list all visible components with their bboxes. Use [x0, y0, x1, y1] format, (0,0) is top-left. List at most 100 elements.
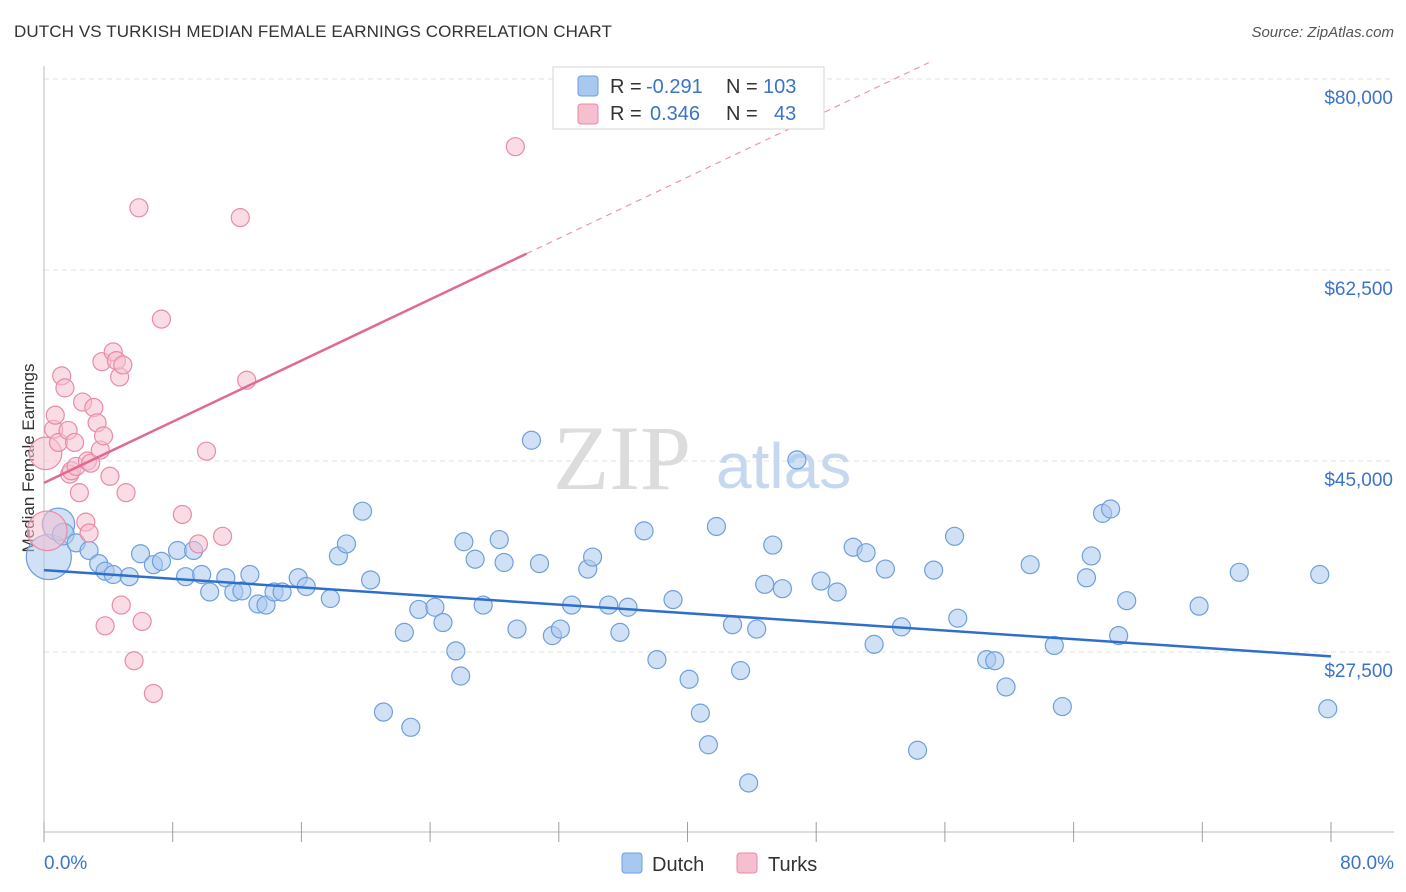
turks-point: [212, 526, 233, 546]
dutch-point: [1020, 555, 1040, 575]
dutch-point: [730, 660, 751, 681]
dutch-point: [425, 597, 445, 617]
dutch-point: [373, 702, 394, 722]
x-axis-ticks: [43, 822, 1332, 842]
turks-point: [64, 432, 85, 453]
dutch-point: [599, 595, 619, 615]
turks-point: [143, 683, 163, 704]
dutch-point: [1052, 696, 1072, 717]
dutch-point: [663, 590, 683, 610]
dutch-point: [944, 526, 965, 546]
dutch-point: [401, 717, 421, 737]
watermark-atlas: atlas: [716, 430, 851, 502]
legend-dutch-n-value: 103: [763, 76, 796, 98]
y-axis-tick-labels: $27,500 $45,000 $62,500 $80,000: [1324, 88, 1393, 682]
turks-point: [172, 504, 192, 525]
dutch-point: [1117, 591, 1137, 611]
dutch-point: [948, 608, 968, 628]
dutch-point: [1189, 596, 1209, 616]
dutch-point: [529, 553, 550, 574]
turks-point: [230, 208, 250, 228]
dutch-point: [550, 619, 571, 639]
dutch-point: [924, 560, 944, 580]
legend-bottom-dutch-label: Dutch: [652, 854, 704, 876]
turks-trend-line: [43, 252, 528, 484]
turks-point: [69, 483, 89, 503]
turks-point: [132, 611, 152, 632]
turks-point: [505, 137, 525, 157]
legend-bottom-dutch-swatch: [621, 852, 643, 874]
dutch-point: [634, 521, 654, 541]
legend-turks-n-label: N =: [726, 103, 758, 125]
legend-turks-n-value: 43: [774, 103, 796, 125]
dutch-point: [1229, 562, 1249, 582]
y-tick-label: $45,000: [1324, 470, 1393, 491]
legend-bottom-turks-swatch: [736, 852, 758, 874]
dutch-point: [192, 564, 212, 585]
dutch-point: [864, 634, 884, 654]
dutch-point: [394, 622, 414, 642]
trend-lines: [43, 62, 1332, 658]
y-tick-label: $27,500: [1324, 661, 1393, 682]
dutch-point: [451, 666, 471, 686]
legend-dutch-r-value: -0.291: [646, 76, 703, 98]
chart-title: DUTCH VS TURKISH MEDIAN FEMALE EARNINGS …: [14, 22, 612, 41]
turks-trend-extension: [526, 62, 930, 255]
legend-turks-r-value: 0.346: [650, 103, 700, 125]
dutch-point: [320, 588, 340, 609]
dutch-point: [336, 534, 357, 554]
dutch-point: [240, 564, 260, 585]
dutch-point: [1310, 564, 1330, 585]
dutch-point: [690, 703, 710, 723]
dutch-point: [175, 567, 196, 587]
turks-point: [93, 426, 114, 446]
dutch-point: [763, 535, 783, 555]
legend-dutch-n-label: N =: [726, 76, 758, 98]
dutch-point: [454, 532, 474, 552]
dutch-point: [352, 501, 373, 521]
dutch-point: [618, 597, 638, 617]
dutch-point: [739, 773, 759, 793]
dutch-point: [433, 612, 453, 633]
turks-point: [196, 441, 217, 461]
dutch-point: [489, 529, 509, 550]
dutch-point: [706, 516, 727, 537]
dutch-point: [747, 619, 767, 639]
dutch-points: [25, 430, 1338, 793]
dutch-point: [787, 450, 807, 470]
legend-turks-r-label: R =: [610, 103, 642, 125]
turks-point: [26, 510, 68, 552]
dutch-point: [856, 543, 876, 563]
x-tick-label-max: 80.0%: [1340, 853, 1394, 874]
turks-points: [26, 137, 525, 704]
dutch-point: [494, 552, 514, 573]
turks-point: [111, 595, 131, 615]
turks-point: [124, 651, 144, 671]
dutch-point: [130, 544, 151, 564]
legend-top: R = -0.291 N = 103 R = 0.346 N = 43: [552, 66, 825, 130]
watermark: ZIP atlas: [553, 407, 851, 509]
x-tick-label-min: 0.0%: [44, 853, 87, 874]
dutch-point: [521, 430, 542, 450]
dutch-point: [360, 570, 381, 590]
dutch-point: [1044, 635, 1064, 656]
dutch-point: [409, 599, 429, 620]
dutch-point: [1076, 568, 1097, 588]
dutch-point: [151, 551, 172, 572]
turks-point: [100, 466, 120, 486]
y-tick-label: $62,500: [1324, 279, 1393, 300]
dutch-point: [1109, 626, 1129, 646]
dutch-point: [232, 581, 252, 601]
legend-bottom: Dutch Turks: [621, 852, 817, 876]
dutch-point: [722, 615, 743, 635]
dutch-point: [875, 559, 895, 579]
turks-point: [113, 355, 133, 375]
turks-point: [129, 198, 149, 218]
dutch-point: [582, 547, 603, 567]
turks-point: [151, 309, 172, 329]
chart-source: Source: ZipAtlas.com: [1251, 24, 1394, 41]
dutch-trend-line: [43, 568, 1332, 658]
y-axis-label: Median Female Earnings: [19, 364, 38, 553]
dutch-point: [755, 574, 775, 594]
